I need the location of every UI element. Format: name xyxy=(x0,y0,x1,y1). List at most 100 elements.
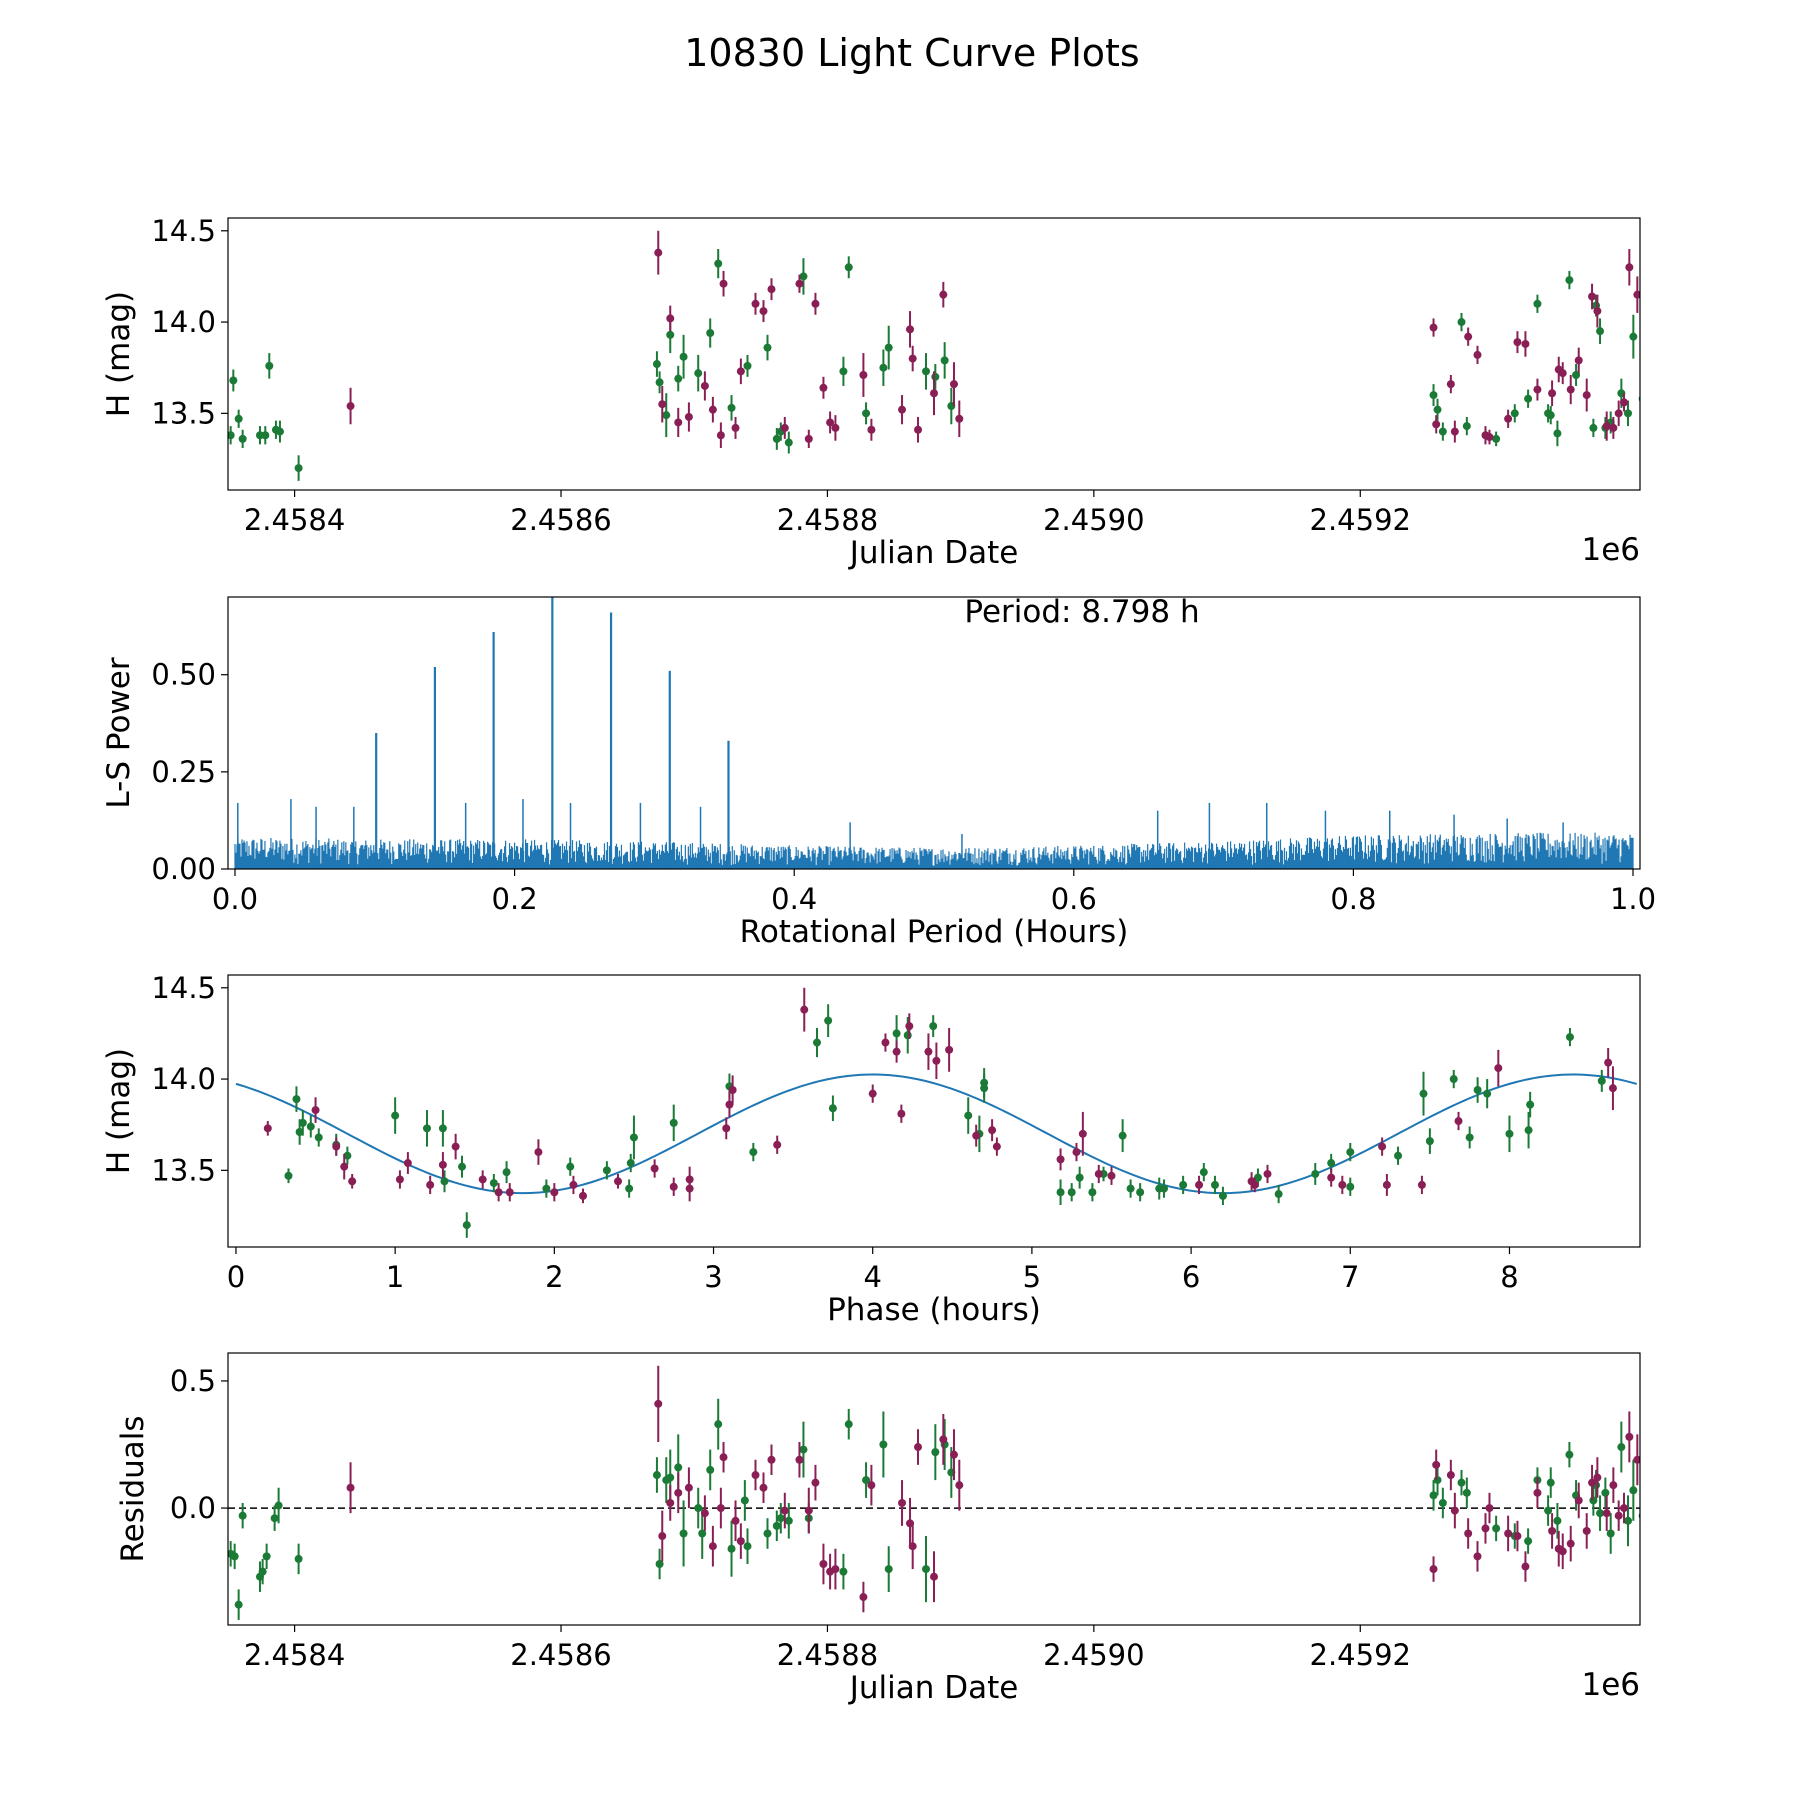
data-point xyxy=(270,1514,279,1523)
data-point xyxy=(458,1162,467,1171)
data-point xyxy=(666,314,675,323)
data-point xyxy=(652,1471,661,1480)
data-point xyxy=(743,1542,752,1551)
data-point xyxy=(800,1005,809,1014)
data-point xyxy=(1657,1060,1665,1068)
data-point xyxy=(1210,1180,1219,1189)
data-point xyxy=(799,1445,808,1454)
data-point xyxy=(550,1188,559,1197)
data-point xyxy=(391,1111,400,1120)
data-point xyxy=(955,1481,964,1490)
x-tick-label: 6 xyxy=(1182,1260,1200,1294)
data-point xyxy=(229,376,238,385)
data-point xyxy=(939,290,948,299)
data-point xyxy=(1438,1498,1447,1507)
y-tick-label: 14.5 xyxy=(151,214,216,248)
data-point xyxy=(1450,427,1459,436)
light-curve-y-label: H (mag) xyxy=(101,291,137,417)
x-tick-label: 2.4590 xyxy=(1043,503,1144,537)
data-point xyxy=(403,1159,412,1168)
data-point xyxy=(669,1118,678,1127)
data-point xyxy=(674,418,683,427)
data-point xyxy=(340,1162,349,1171)
data-point xyxy=(1614,409,1623,418)
data-point xyxy=(859,1593,868,1602)
data-point xyxy=(1553,429,1562,438)
data-point xyxy=(684,412,693,421)
data-point xyxy=(1494,1064,1503,1073)
data-point xyxy=(1524,1126,1533,1135)
data-point xyxy=(684,1483,693,1492)
data-point xyxy=(1078,1129,1087,1138)
data-point xyxy=(650,1164,659,1173)
data-point xyxy=(654,248,663,257)
data-point xyxy=(727,1544,736,1553)
data-point xyxy=(930,1572,938,1581)
data-point xyxy=(1533,299,1542,308)
periodogram-plot-area xyxy=(234,597,1634,869)
data-point xyxy=(1548,1526,1557,1535)
data-point xyxy=(722,1124,731,1133)
data-point xyxy=(932,1056,941,1065)
light-curve-x-offset: 1e6 xyxy=(1581,532,1640,568)
data-point xyxy=(1649,1042,1657,1050)
data-point xyxy=(679,352,688,361)
data-point xyxy=(1625,263,1634,272)
data-point xyxy=(1663,1499,1671,1507)
data-point xyxy=(784,438,793,447)
data-point xyxy=(694,369,703,378)
data-point xyxy=(655,1559,664,1568)
x-tick-label: 3 xyxy=(704,1260,722,1294)
data-point xyxy=(1574,1496,1583,1505)
data-point xyxy=(614,1177,623,1186)
data-point xyxy=(1378,1142,1387,1151)
phased-y-label: H (mag) xyxy=(101,1048,137,1174)
data-point xyxy=(1394,1151,1403,1160)
data-point xyxy=(1655,1479,1663,1487)
data-point xyxy=(1609,423,1618,432)
data-point xyxy=(759,307,768,316)
data-point xyxy=(898,405,907,414)
periodogram-noise xyxy=(234,832,1634,869)
data-point xyxy=(751,1471,760,1480)
periodogram-x-ticks: 0.0 0.2 0.4 0.6 0.8 1.0 xyxy=(212,869,1656,916)
data-point xyxy=(1574,356,1583,365)
data-point xyxy=(274,1501,283,1510)
data-point xyxy=(1597,1076,1606,1085)
data-point xyxy=(1425,1137,1434,1146)
data-point xyxy=(262,1552,271,1561)
data-point xyxy=(828,1104,837,1113)
periodogram-y-label: L-S Power xyxy=(101,657,137,808)
data-point xyxy=(426,1180,435,1189)
data-point xyxy=(1655,404,1663,412)
data-point xyxy=(489,1179,498,1188)
data-point xyxy=(230,1552,239,1561)
data-point xyxy=(1253,1173,1262,1182)
data-point xyxy=(1199,1168,1208,1177)
data-point xyxy=(569,1180,578,1189)
data-point xyxy=(811,299,820,308)
x-tick-label: 8 xyxy=(1500,1260,1518,1294)
data-point xyxy=(284,1171,293,1180)
data-point xyxy=(780,423,789,432)
light-curve-panel: 2.4584 2.4586 2.4588 2.4590 2.4592 13.514.01… xyxy=(101,214,1692,571)
y-tick-label: 0.5 xyxy=(170,1364,216,1398)
data-point xyxy=(1565,1450,1574,1459)
data-point xyxy=(719,1453,728,1462)
data-point xyxy=(831,423,840,432)
data-point xyxy=(759,1483,768,1492)
data-point xyxy=(1684,418,1692,426)
data-point xyxy=(1593,307,1602,316)
residuals-frame xyxy=(227,1352,1641,1626)
data-point xyxy=(1649,406,1657,414)
x-tick-label: 0.0 xyxy=(212,882,258,916)
data-point xyxy=(263,1124,272,1133)
data-point xyxy=(879,1440,888,1449)
data-point xyxy=(1429,1491,1438,1500)
data-point xyxy=(332,1142,341,1151)
data-point xyxy=(780,1506,789,1515)
data-point xyxy=(1429,391,1438,400)
data-point xyxy=(578,1191,587,1200)
data-point xyxy=(1195,1180,1204,1189)
residuals-x-offset: 1e6 xyxy=(1581,1667,1640,1703)
